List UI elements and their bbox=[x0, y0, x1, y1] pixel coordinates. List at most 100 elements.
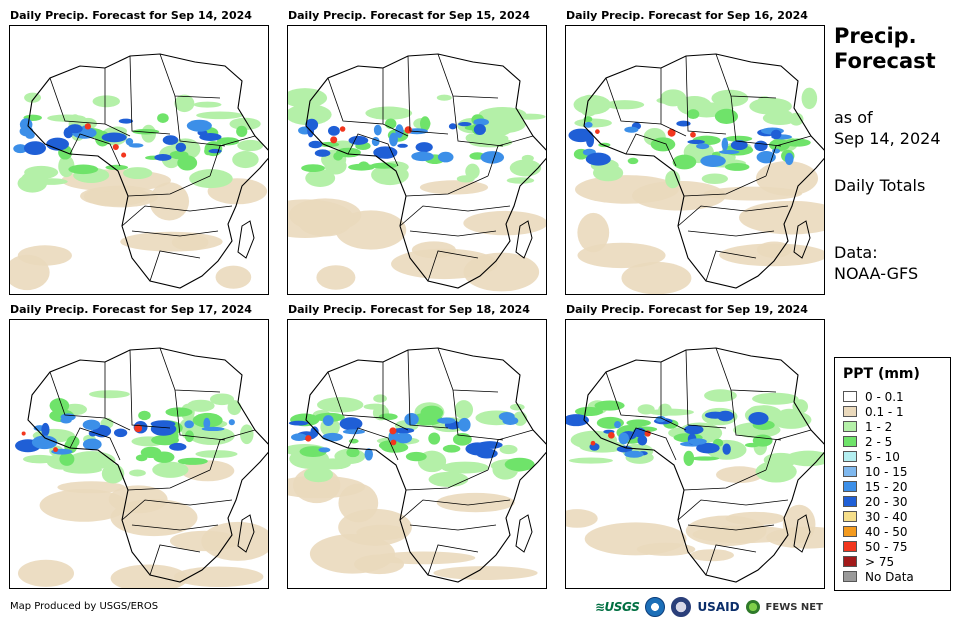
heavy-precip-area bbox=[162, 135, 179, 145]
heavy-precip-area bbox=[371, 136, 380, 147]
moderate-precip-area bbox=[665, 170, 681, 189]
moderate-precip-area bbox=[801, 87, 818, 110]
legend-label: 5 - 10 bbox=[865, 449, 900, 464]
heavy-precip-area bbox=[373, 124, 382, 136]
precip-area bbox=[216, 137, 240, 146]
country-border bbox=[209, 135, 256, 177]
precip-area bbox=[68, 164, 99, 175]
precip-area bbox=[346, 447, 360, 458]
heavy-precip-area bbox=[397, 143, 408, 148]
moderate-precip-area bbox=[648, 408, 695, 416]
precip-area bbox=[683, 450, 695, 467]
light-precip-area bbox=[463, 210, 546, 236]
moderate-precip-area bbox=[763, 452, 798, 468]
legend-swatch bbox=[843, 541, 857, 552]
country-border bbox=[625, 133, 677, 167]
light-precip-area bbox=[756, 241, 792, 258]
legend-item: 0 - 0.1 bbox=[843, 389, 904, 404]
map-canvas bbox=[15, 347, 268, 588]
country-border bbox=[452, 95, 504, 147]
light-precip-area bbox=[108, 485, 168, 514]
heavy-precip-area bbox=[13, 144, 28, 154]
heavy-precip-area bbox=[458, 121, 472, 127]
country-border bbox=[327, 371, 384, 419]
heavy-precip-area bbox=[395, 432, 413, 444]
heavy-precip-area bbox=[700, 155, 726, 167]
moderate-precip-area bbox=[89, 390, 130, 399]
precip-area bbox=[724, 162, 750, 171]
moderate-precip-area bbox=[101, 463, 125, 484]
country-border bbox=[327, 77, 384, 125]
moderate-precip-area bbox=[573, 94, 611, 115]
heavy-precip-area bbox=[308, 140, 323, 149]
heavy-precip-area bbox=[60, 413, 76, 421]
moderate-precip-area bbox=[303, 466, 334, 483]
country-border bbox=[382, 362, 409, 431]
extreme-precip-spot bbox=[339, 126, 346, 132]
precip-area bbox=[165, 407, 193, 417]
legend-swatch bbox=[843, 511, 857, 522]
continent-outline bbox=[583, 53, 824, 289]
heavy-precip-area bbox=[585, 152, 611, 166]
heavy-precip-area bbox=[305, 118, 319, 131]
partner-logos: ≋USGS USAID FEWS NET bbox=[595, 596, 823, 618]
precip-area bbox=[381, 442, 409, 453]
moderate-precip-area bbox=[237, 139, 264, 152]
heavy-precip-area bbox=[480, 151, 505, 164]
heavy-precip-area bbox=[676, 120, 691, 127]
moderate-precip-area bbox=[506, 177, 535, 184]
map-canvas bbox=[288, 347, 546, 583]
heavy-precip-area bbox=[373, 146, 398, 159]
precip-area bbox=[714, 108, 738, 124]
country-border bbox=[605, 371, 662, 419]
extreme-precip-spot bbox=[53, 447, 58, 453]
usaid-logo: USAID bbox=[697, 600, 740, 614]
extreme-precip-spot bbox=[121, 152, 127, 158]
moderate-precip-area bbox=[63, 466, 103, 474]
light-precip-area bbox=[755, 161, 819, 196]
legend-item: 2 - 5 bbox=[843, 434, 892, 449]
main-title: Precip. Forecast bbox=[834, 24, 936, 74]
moderate-precip-area bbox=[189, 169, 233, 189]
main-title-line2: Forecast bbox=[834, 49, 936, 73]
precip-area bbox=[650, 137, 676, 152]
heavy-precip-area bbox=[687, 139, 705, 145]
light-precip-area bbox=[436, 492, 515, 513]
legend-swatch bbox=[843, 526, 857, 537]
heavy-precip-area bbox=[473, 124, 486, 135]
moderate-precip-area bbox=[363, 403, 387, 410]
extreme-precip-spot bbox=[667, 128, 676, 137]
precip-area bbox=[783, 138, 811, 147]
data-source-line2: NOAA-GFS bbox=[834, 264, 919, 283]
forecast-map-sep15 bbox=[287, 25, 547, 295]
country-border bbox=[129, 55, 171, 135]
heavy-precip-area bbox=[175, 142, 187, 152]
heavy-precip-area bbox=[411, 151, 434, 162]
heavy-precip-area bbox=[696, 143, 710, 150]
country-border bbox=[685, 349, 727, 429]
moderate-precip-area bbox=[752, 392, 799, 405]
moderate-precip-area bbox=[454, 400, 474, 420]
moderate-precip-area bbox=[367, 107, 398, 118]
heavy-precip-area bbox=[19, 126, 34, 137]
moderate-precip-area bbox=[305, 169, 336, 187]
light-precip-area bbox=[149, 182, 190, 221]
moderate-precip-area bbox=[24, 92, 42, 103]
heavy-precip-area bbox=[291, 433, 308, 441]
legend-label: 30 - 40 bbox=[865, 509, 908, 524]
moderate-precip-area bbox=[129, 469, 146, 477]
legend-label: 0 - 0.1 bbox=[865, 389, 904, 404]
moderate-precip-area bbox=[521, 154, 534, 162]
legend-item: 15 - 20 bbox=[843, 479, 908, 494]
country-border bbox=[409, 524, 497, 531]
precip-area bbox=[236, 125, 248, 137]
map-canvas bbox=[288, 53, 546, 292]
country-border bbox=[121, 205, 233, 227]
legend-label: 20 - 30 bbox=[865, 494, 908, 509]
moderate-precip-area bbox=[315, 458, 351, 470]
precip-area bbox=[442, 444, 461, 453]
madagascar-outline bbox=[793, 514, 811, 553]
precip-area bbox=[452, 433, 472, 446]
madagascar-outline bbox=[237, 514, 255, 553]
